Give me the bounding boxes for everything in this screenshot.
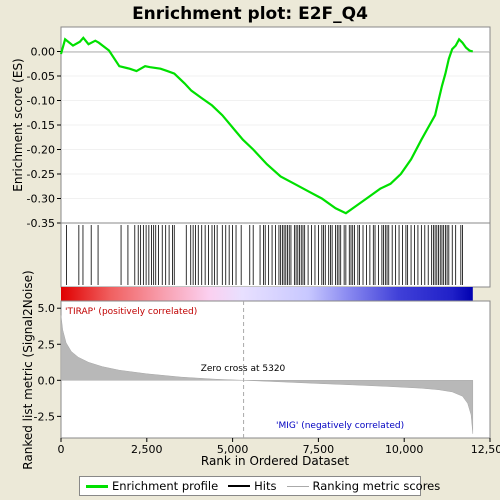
enrichment-profile-line — [59, 36, 474, 215]
es-y-ticks: 0.00 -0.05 -0.10 -0.15 -0.20 -0.25 -0.30 -0.35 — [27, 46, 61, 230]
x-tick-label: 2,500 — [131, 443, 163, 456]
es-ytick-label: -0.25 — [27, 168, 55, 181]
metric-ylabel: Ranked list metric (Signal2Noise) — [21, 270, 35, 469]
metric-ytick-label: 2.5 — [38, 338, 56, 351]
positive-label: 'TIRAP' (positively correlated) — [65, 307, 197, 317]
legend-hits: Hits — [228, 479, 277, 493]
legend-ranking-swatch — [286, 485, 309, 487]
x-ticks: 0 2,500 5,000 7,500 10,000 12,500 — [58, 438, 500, 456]
rank-color-bar — [61, 287, 473, 301]
es-ytick-label: 0.00 — [31, 46, 56, 59]
es-ytick-label: -0.10 — [27, 95, 55, 108]
legend-ranking: Ranking metric scores — [286, 479, 441, 493]
es-ytick-label: -0.35 — [27, 217, 55, 230]
es-ytick-label: -0.15 — [27, 119, 55, 132]
x-axis-label: Rank in Ordered Dataset — [201, 454, 349, 468]
legend-enrichment: Enrichment profile — [86, 479, 218, 493]
negative-label: 'MIG' (negatively correlated) — [276, 421, 404, 431]
x-tick-label: 5,000 — [217, 443, 249, 456]
chart-title: Enrichment plot: E2F_Q4 — [132, 4, 368, 24]
es-ytick-label: -0.30 — [27, 193, 55, 206]
legend: Enrichment profile Hits Ranking metric s… — [79, 476, 440, 496]
legend-ranking-label: Ranking metric scores — [312, 479, 441, 493]
hits-marks — [66, 225, 463, 285]
es-ylabel: Enrichment score (ES) — [11, 58, 25, 191]
x-tick-label: 7,500 — [303, 443, 335, 456]
ranking-metric-area — [60, 315, 474, 434]
zero-cross-label: Zero cross at 5320 — [201, 364, 286, 374]
metric-ytick-label: 5.0 — [38, 302, 56, 315]
legend-enrichment-label: Enrichment profile — [112, 479, 219, 493]
metric-ytick-label: -2.5 — [34, 410, 55, 423]
legend-hits-label: Hits — [254, 479, 277, 493]
x-tick-label: 10,000 — [385, 443, 424, 456]
metric-y-ticks: 5.0 2.5 0.0 -2.5 — [34, 302, 61, 423]
es-ytick-label: -0.05 — [27, 70, 55, 83]
metric-ytick-label: 0.0 — [38, 374, 56, 387]
x-tick-label: 12,500 — [471, 443, 500, 456]
metric-panel — [60, 300, 491, 439]
legend-hits-swatch — [228, 485, 251, 487]
legend-enrichment-swatch — [86, 484, 108, 488]
es-ytick-label: -0.20 — [27, 144, 55, 157]
es-grid — [61, 51, 490, 224]
x-tick-label: 0 — [58, 443, 65, 456]
